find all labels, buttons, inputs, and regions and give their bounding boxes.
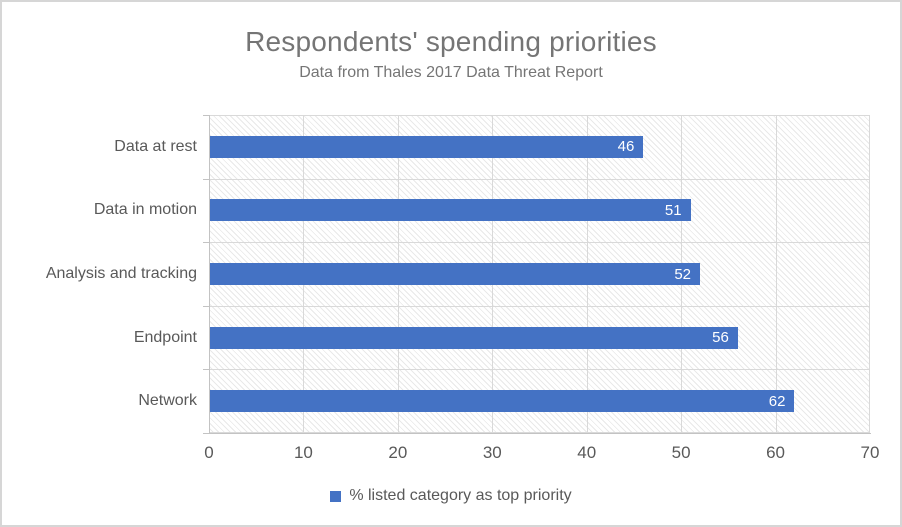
value-axis-line <box>209 433 871 434</box>
bar-value-label: 51 <box>664 201 682 219</box>
bar-value-label: 52 <box>674 265 692 283</box>
category-axis-tick <box>203 242 209 243</box>
value-tick-label: 70 <box>860 443 880 462</box>
legend-label: % listed category as top priority <box>349 487 572 504</box>
value-tick-label: 10 <box>293 443 313 462</box>
value-tick-label: 50 <box>671 443 691 462</box>
value-tick-label: 20 <box>388 443 408 462</box>
category-label: Network <box>138 392 197 410</box>
bar: 52 <box>209 263 701 285</box>
bar-value-label: 56 <box>712 329 729 347</box>
category-label: Endpoint <box>133 328 197 346</box>
category-axis-tick <box>203 306 209 307</box>
bar-value-label: 62 <box>768 392 786 410</box>
category-axis-tick <box>203 179 209 180</box>
category-axis-tick <box>203 115 209 116</box>
bar-value-label: 46 <box>617 138 635 156</box>
chart-subtitle: Data from Thales 2017 Data Threat Report <box>299 64 603 81</box>
chart-title: Respondents' spending priorities <box>245 26 657 57</box>
gridline-horizontal <box>209 369 870 370</box>
category-axis-line <box>209 115 210 434</box>
legend-swatch-icon <box>330 490 342 502</box>
gridline-vertical <box>775 115 777 433</box>
category-label: Data at rest <box>114 137 197 155</box>
gridline-horizontal <box>209 306 870 307</box>
plot-area: 46 51 52 56 62 <box>209 115 870 433</box>
category-axis-tick <box>203 433 209 434</box>
gridline-horizontal <box>209 242 870 243</box>
legend: % listed category as top priority <box>2 485 900 507</box>
gridline-vertical <box>869 115 870 433</box>
gridline-horizontal <box>209 179 870 180</box>
value-tick-label: 30 <box>482 443 502 462</box>
gridline-horizontal <box>209 115 870 116</box>
value-tick-label: 0 <box>204 443 214 462</box>
category-axis-tick <box>203 369 209 370</box>
value-tick-label: 40 <box>577 443 597 462</box>
gridline-horizontal <box>209 432 870 433</box>
category-label: Analysis and tracking <box>45 264 197 282</box>
value-tick-label: 60 <box>766 443 786 462</box>
bar: 56 <box>209 326 738 349</box>
bar: 46 <box>209 135 644 158</box>
category-label: Data in motion <box>93 201 197 219</box>
bar: 62 <box>209 390 795 413</box>
bar: 51 <box>209 199 691 222</box>
